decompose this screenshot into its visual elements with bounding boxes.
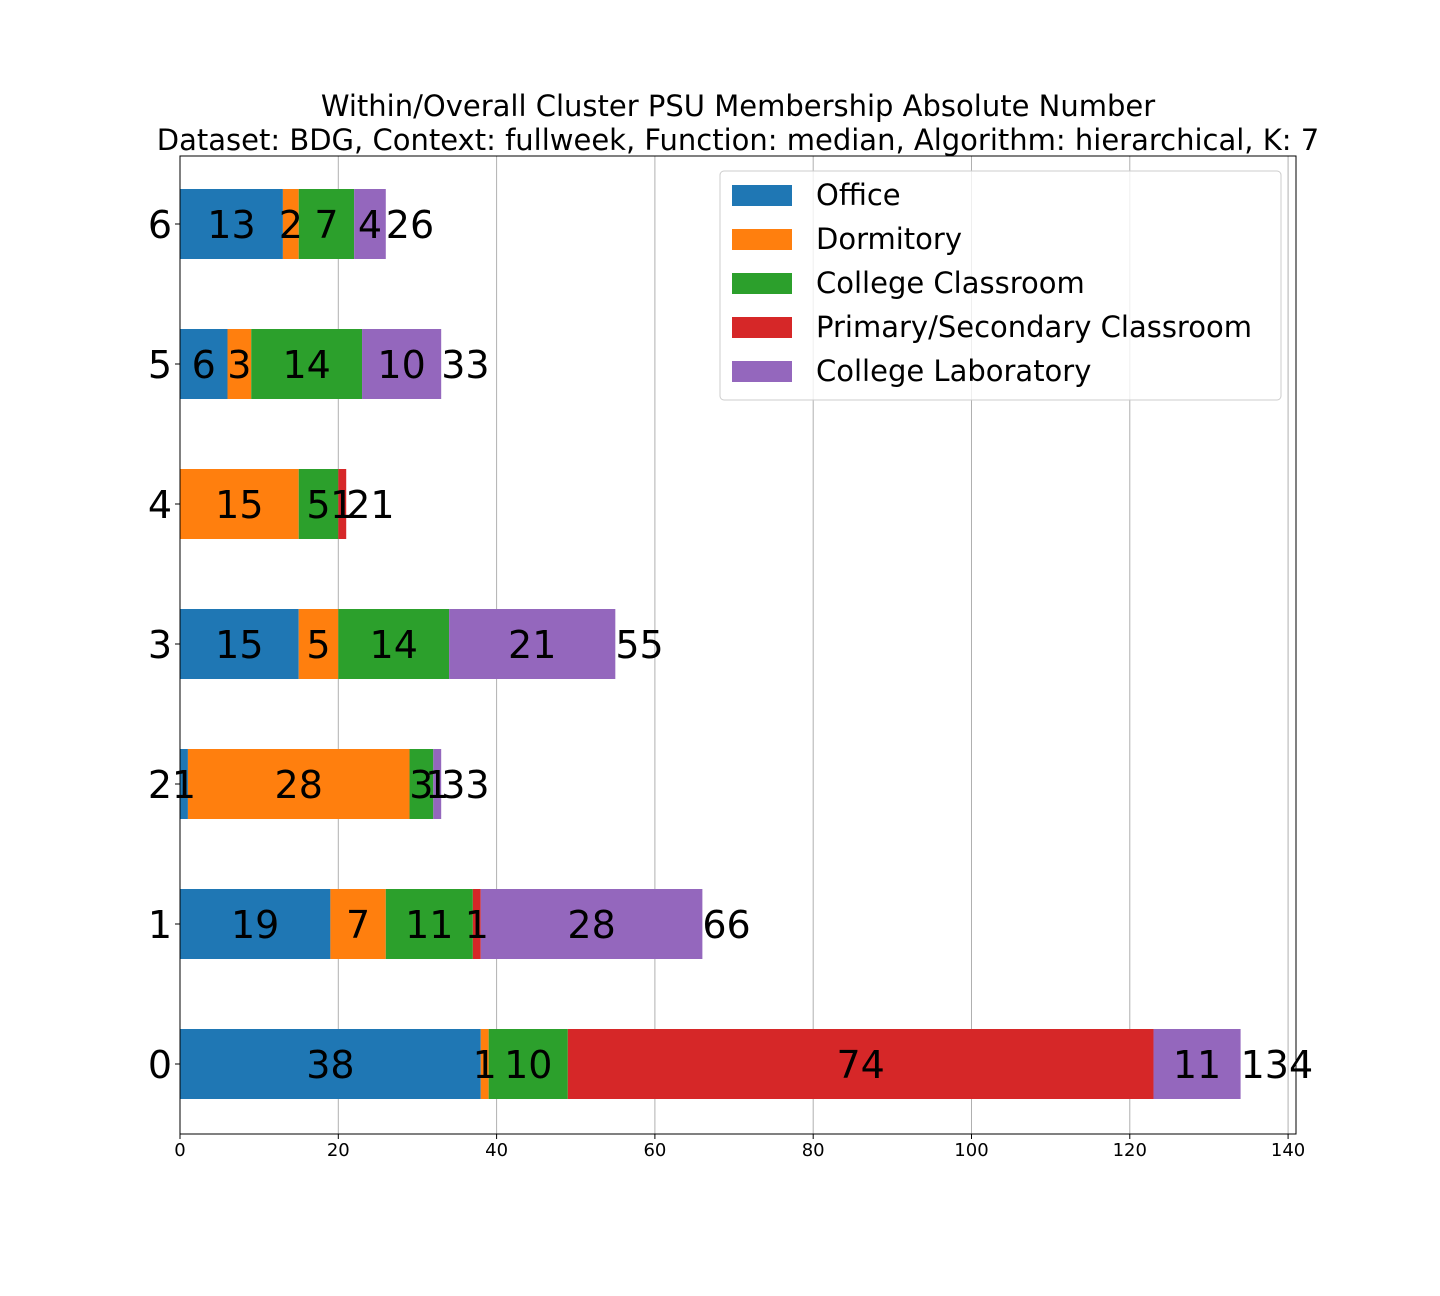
bar-cluster-4-series-1 — [180, 469, 299, 539]
segment-label-cluster-3-series-0: 15 — [215, 623, 263, 667]
bar-cluster-4-series-3 — [338, 469, 347, 539]
total-label-cluster-6: 26 — [386, 203, 434, 247]
bar-cluster-0-series-1 — [480, 1029, 489, 1099]
segment-label-cluster-2-series-4: 1 — [425, 763, 449, 807]
legend-swatch-4 — [732, 361, 792, 382]
bar-cluster-1-series-0 — [180, 889, 331, 959]
legend: Office Dormitory College Classroom Primary/… — [719, 170, 1282, 401]
legend-box — [719, 170, 1282, 401]
total-label-cluster-1: 66 — [702, 903, 750, 947]
bar-cluster-2-series-4 — [433, 749, 442, 819]
bar-cluster-2-series-0 — [180, 749, 188, 819]
y-tick-label-5: 5 — [148, 343, 172, 387]
segment-label-cluster-3-series-4: 21 — [508, 623, 556, 667]
segment-label-cluster-5-series-1: 3 — [227, 343, 251, 387]
segment-label-cluster-0-series-1: 1 — [473, 1043, 497, 1087]
segment-label-cluster-0-series-0: 38 — [306, 1043, 354, 1087]
bar-cluster-2-series-1 — [187, 749, 410, 819]
bar-cluster-1-series-2 — [385, 889, 473, 959]
segment-label-cluster-5-series-4: 10 — [377, 343, 425, 387]
segment-label-cluster-1-series-4: 28 — [567, 903, 615, 947]
segment-label-cluster-3-series-2: 14 — [370, 623, 418, 667]
bars — [180, 189, 1241, 1099]
x-tick-label-60: 60 — [643, 1140, 666, 1161]
bar-cluster-1-series-4 — [480, 889, 703, 959]
segment-label-cluster-1-series-3: 1 — [465, 903, 489, 947]
segment-label-cluster-1-series-0: 19 — [231, 903, 279, 947]
legend-label-4: College Laboratory — [816, 354, 1091, 388]
legend-label-0: Office — [816, 178, 901, 212]
legend-swatch-3 — [732, 317, 792, 338]
bar-cluster-6-series-2 — [298, 189, 355, 259]
x-tick-label-40: 40 — [485, 1140, 508, 1161]
segment-label-cluster-6-series-1: 2 — [279, 203, 303, 247]
total-label-cluster-5: 33 — [441, 343, 489, 387]
y-tick-label-1: 1 — [148, 903, 172, 947]
segment-label-cluster-6-series-0: 13 — [207, 203, 255, 247]
segment-label-cluster-6-series-2: 7 — [314, 203, 338, 247]
x-tick-label-100: 100 — [954, 1140, 988, 1161]
segment-label-cluster-0-series-2: 10 — [504, 1043, 552, 1087]
bar-cluster-0-series-4 — [1153, 1029, 1241, 1099]
bar-cluster-3-series-4 — [449, 609, 616, 679]
total-label-cluster-2: 33 — [441, 763, 489, 807]
bar-cluster-0-series-3 — [567, 1029, 1154, 1099]
bar-cluster-0-series-2 — [488, 1029, 568, 1099]
chart-title: Within/Overall Cluster PSU Membership Ab… — [321, 89, 1155, 123]
bar-cluster-6-series-0 — [180, 189, 283, 259]
x-tick-label-80: 80 — [802, 1140, 825, 1161]
bar-cluster-6-series-4 — [354, 189, 386, 259]
bar-cluster-5-series-4 — [362, 329, 442, 399]
segment-label-cluster-5-series-2: 14 — [282, 343, 330, 387]
bar-cluster-0-series-0 — [180, 1029, 481, 1099]
total-label-cluster-0: 134 — [1241, 1043, 1314, 1087]
bar-cluster-3-series-1 — [298, 609, 339, 679]
y-tick-label-0: 0 — [148, 1043, 172, 1087]
plot-frame — [179, 155, 1297, 1135]
bar-cluster-6-series-1 — [282, 189, 299, 259]
total-label-cluster-3: 55 — [615, 623, 663, 667]
y-tick-label-6: 6 — [148, 203, 172, 247]
segment-label-cluster-1-series-1: 7 — [346, 903, 370, 947]
legend-label-1: Dormitory — [816, 222, 962, 256]
segment-label-cluster-5-series-0: 6 — [192, 343, 216, 387]
segment-label-cluster-4-series-3: 1 — [330, 483, 354, 527]
segment-label-cluster-2-series-1: 28 — [275, 763, 323, 807]
segment-label-cluster-0-series-3: 74 — [837, 1043, 885, 1087]
segment-label-cluster-0-series-4: 11 — [1173, 1043, 1221, 1087]
total-label-cluster-4: 21 — [346, 483, 394, 527]
chart-subtitle: Dataset: BDG, Context: fullweek, Functio… — [157, 123, 1319, 157]
y-tick-label-4: 4 — [148, 483, 172, 527]
segment-label-cluster-4-series-1: 15 — [215, 483, 263, 527]
x-tick-label-0: 0 — [174, 1140, 185, 1161]
segment-label-cluster-3-series-1: 5 — [306, 623, 330, 667]
y-tick-label-3: 3 — [148, 623, 172, 667]
bar-cluster-1-series-1 — [330, 889, 386, 959]
y-tick-label-2: 2 — [148, 763, 172, 807]
bar-cluster-1-series-3 — [472, 889, 481, 959]
segment-label-cluster-1-series-2: 11 — [405, 903, 453, 947]
x-tick-label-120: 120 — [1113, 1140, 1147, 1161]
segment-label-cluster-2-series-2: 3 — [409, 763, 433, 807]
segment-label-cluster-4-series-2: 5 — [306, 483, 330, 527]
segment-label-cluster-6-series-4: 4 — [358, 203, 382, 247]
legend-swatch-2 — [732, 273, 792, 294]
legend-label-3: Primary/Secondary Classroom — [816, 310, 1252, 344]
segment-label-cluster-2-series-0: 1 — [172, 763, 196, 807]
bar-cluster-5-series-1 — [227, 329, 252, 399]
legend-swatch-1 — [732, 229, 792, 250]
bar-cluster-2-series-2 — [409, 749, 434, 819]
bar-cluster-3-series-0 — [180, 609, 299, 679]
bar-cluster-4-series-2 — [298, 469, 339, 539]
bar-cluster-5-series-0 — [180, 329, 228, 399]
x-tick-label-20: 20 — [327, 1140, 350, 1161]
bar-cluster-5-series-2 — [251, 329, 363, 399]
x-tick-label-140: 140 — [1271, 1140, 1305, 1161]
legend-label-2: College Classroom — [816, 266, 1085, 300]
bar-cluster-3-series-2 — [338, 609, 450, 679]
legend-swatch-0 — [732, 185, 792, 206]
